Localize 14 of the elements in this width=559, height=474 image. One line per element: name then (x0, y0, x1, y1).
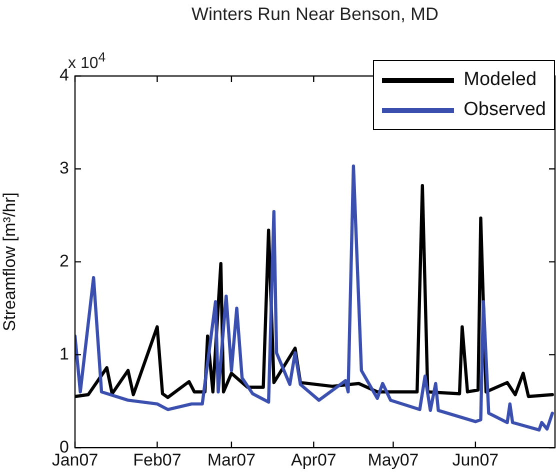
text: x 10$^{4}$ (68, 50, 106, 72)
x-tick-label: Feb07 (133, 450, 182, 470)
chart-title: Winters Run Near Benson, MD (190, 4, 440, 25)
y-tick-label: 2 (60, 251, 69, 270)
x-tick-label: Apr07 (290, 450, 336, 470)
legend-label: Observed (464, 99, 546, 121)
y-axis-title: Streamflow [m³/hr] (0, 192, 19, 332)
y-tick-label: 3 (60, 158, 69, 178)
x-tick-label: Jun07 (452, 450, 499, 470)
x-tick-label: May07 (368, 450, 419, 470)
x-tick-label: Mar07 (207, 450, 256, 470)
y-tick-label: 1 (60, 344, 69, 364)
legend-label: Modeled (464, 69, 537, 91)
y-tick-label: 4 (60, 66, 69, 85)
